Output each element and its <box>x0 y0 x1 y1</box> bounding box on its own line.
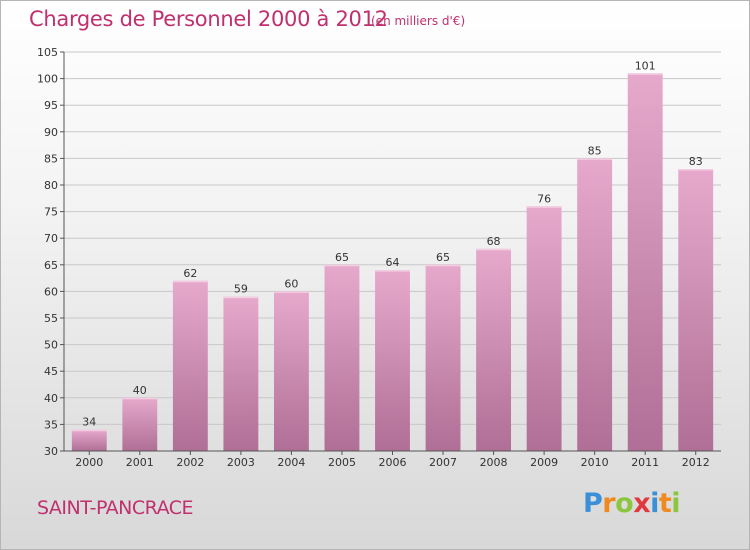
bar <box>678 169 714 452</box>
y-tick-label: 70 <box>44 232 58 245</box>
x-tick-label: 2005 <box>328 456 356 469</box>
bar <box>324 264 360 451</box>
data-label: 60 <box>284 277 298 290</box>
bar-highlight <box>375 270 410 272</box>
y-tick-label: 30 <box>44 445 58 458</box>
town-name: SAINT-PANCRACE <box>37 497 194 519</box>
y-tick-label: 35 <box>44 418 58 431</box>
x-tick-label: 2007 <box>429 456 457 469</box>
bar <box>375 270 410 451</box>
bar <box>223 296 259 451</box>
logo-letter: o <box>615 488 634 519</box>
chart-title: Charges de Personnel 2000 à 2012 <box>29 7 388 31</box>
y-tick-label: 90 <box>44 126 58 139</box>
y-tick-label: 80 <box>44 179 58 192</box>
bar <box>425 264 461 451</box>
bar-highlight <box>627 73 663 75</box>
logo-letter: t <box>658 488 672 519</box>
logo-letter: x <box>633 488 651 519</box>
bar-highlight <box>526 206 562 208</box>
data-label: 65 <box>335 251 349 264</box>
data-label: 83 <box>689 155 703 168</box>
data-label: 40 <box>133 384 147 397</box>
bar-highlight <box>678 169 714 171</box>
proxiti-logo[interactable]: Proxiti <box>583 488 681 519</box>
bar <box>273 291 309 451</box>
y-tick-label: 105 <box>37 46 58 59</box>
data-labels: 34 40 62 59 60 65 64 65 68 76 85 101 83 <box>82 59 702 428</box>
logo-letter: i <box>671 488 681 519</box>
x-tick-label: 2002 <box>176 456 204 469</box>
bar-highlight <box>476 248 512 251</box>
data-label: 62 <box>183 267 197 280</box>
y-tick-label: 95 <box>44 99 58 112</box>
x-tick-label: 2008 <box>480 456 508 469</box>
data-label: 59 <box>234 283 248 296</box>
bar-highlight <box>577 158 613 160</box>
y-tick-label: 50 <box>44 339 58 352</box>
bar <box>71 429 107 451</box>
data-label: 85 <box>588 144 602 157</box>
x-tick-label: 2011 <box>631 456 659 469</box>
bar-highlight <box>425 264 461 267</box>
x-tick-label: 2000 <box>75 456 103 469</box>
x-tick-label: 2001 <box>126 456 154 469</box>
x-tick-label: 2012 <box>682 456 710 469</box>
data-label: 68 <box>487 235 501 248</box>
logo-letter: P <box>583 488 603 519</box>
bar-highlight <box>223 296 259 299</box>
data-label: 65 <box>436 251 450 264</box>
data-label: 76 <box>537 192 551 205</box>
bar <box>476 248 512 451</box>
bar <box>577 158 613 451</box>
chart-subtitle: (en milliers d'€) <box>371 14 466 28</box>
x-tick-label: 2003 <box>227 456 255 469</box>
x-tick-label: 2010 <box>581 456 609 469</box>
bar <box>122 397 158 451</box>
x-tick-label: 2004 <box>277 456 305 469</box>
bar <box>627 73 663 451</box>
y-tick-label: 40 <box>44 392 58 405</box>
logo-letter: r <box>602 488 616 519</box>
x-tick-label: 2009 <box>530 456 558 469</box>
axes: 30 35 40 45 50 55 60 65 70 75 80 85 90 95 100 105 2000 20… <box>37 46 721 469</box>
y-tick-label: 75 <box>44 206 58 219</box>
bar-highlight <box>172 280 208 283</box>
bar-highlight <box>122 397 158 400</box>
y-tick-label: 65 <box>44 259 58 272</box>
logo-letter: i <box>650 488 659 519</box>
y-tick-label: 55 <box>44 312 58 325</box>
x-tick-label: 2006 <box>379 456 407 469</box>
data-label: 34 <box>82 416 96 429</box>
bar <box>526 206 562 451</box>
data-label: 101 <box>635 59 656 72</box>
y-tick-label: 85 <box>44 152 58 165</box>
bar <box>172 280 208 451</box>
bars <box>71 73 714 452</box>
y-tick-label: 45 <box>44 365 58 378</box>
bar-highlight <box>71 429 107 432</box>
bar-highlight <box>324 264 360 267</box>
bar-highlight <box>273 291 309 293</box>
y-tick-label: 60 <box>44 285 58 298</box>
y-tick-label: 100 <box>37 73 58 86</box>
data-label: 64 <box>386 256 400 269</box>
